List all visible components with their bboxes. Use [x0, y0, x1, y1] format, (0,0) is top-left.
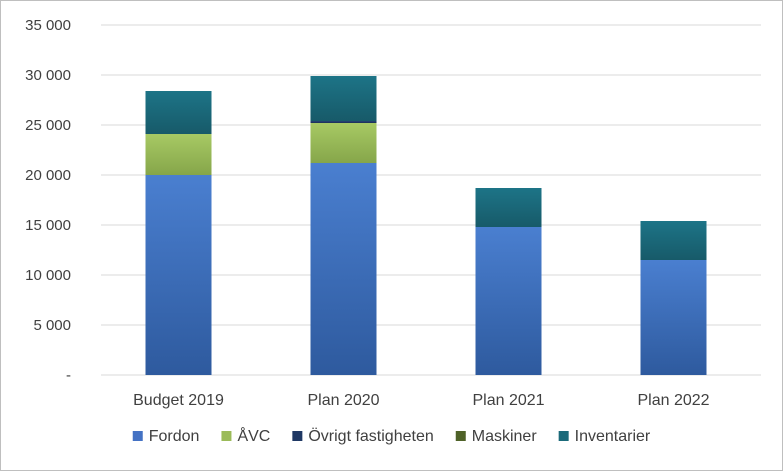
y-tick-label: 25 000: [25, 117, 71, 134]
y-tick-label: 30 000: [25, 67, 71, 84]
x-category-label: Budget 2019: [133, 392, 224, 409]
bar-segment-åvc: [145, 134, 212, 175]
legend-item: Inventarier: [558, 428, 651, 445]
y-tick-label: 15 000: [25, 217, 71, 234]
bar-segment-inventarier: [145, 91, 212, 134]
bar-segment-övrigt-fastigheten: [310, 121, 377, 123]
legend-label: Inventarier: [575, 428, 651, 445]
y-tick-label: 20 000: [25, 167, 71, 184]
y-tick-label: 10 000: [25, 267, 71, 284]
x-category-label: Plan 2022: [637, 392, 709, 409]
legend-item: ÅVC: [221, 426, 270, 445]
legend-item: Maskiner: [455, 428, 538, 445]
y-tick-label: 5 000: [33, 317, 71, 334]
x-category-label: Plan 2020: [307, 392, 379, 409]
bar-segment-inventarier: [475, 188, 542, 227]
bar-segment-fordon: [310, 163, 377, 375]
y-tick-label: -: [66, 367, 71, 384]
legend-swatch: [221, 431, 232, 441]
legend-item: Övrigt fastigheten: [292, 427, 434, 445]
bar-segment-fordon: [475, 227, 542, 375]
bar-segment-fordon: [145, 175, 212, 375]
bar-segment-inventarier: [640, 221, 707, 260]
legend-label: Fordon: [149, 428, 200, 445]
legend-swatch: [292, 431, 303, 441]
x-category-label: Plan 2021: [472, 392, 544, 409]
legend-swatch: [558, 431, 569, 441]
legend-label: Maskiner: [472, 428, 538, 445]
bars: [145, 76, 707, 375]
legend-item: Fordon: [132, 428, 200, 445]
legend-label: Övrigt fastigheten: [308, 427, 433, 445]
x-axis-category-labels: Budget 2019 Plan 2020 Plan 2021 Plan 2022: [133, 392, 710, 409]
bar-segment-fordon: [640, 260, 707, 375]
bar-segment-åvc: [310, 123, 377, 163]
legend-swatch: [455, 431, 466, 441]
legend-swatch: [132, 431, 143, 441]
legend: Fordon ÅVC Övrigt fastigheten Maskiner Inven…: [132, 426, 651, 445]
bar-segment-inventarier: [310, 76, 377, 121]
y-tick-label: 35 000: [25, 17, 71, 34]
y-axis-tick-labels: - 5 000 10 000 15 000 20 000 25 000 30 000 35 0…: [25, 17, 71, 384]
legend-label: ÅVC: [237, 426, 270, 445]
